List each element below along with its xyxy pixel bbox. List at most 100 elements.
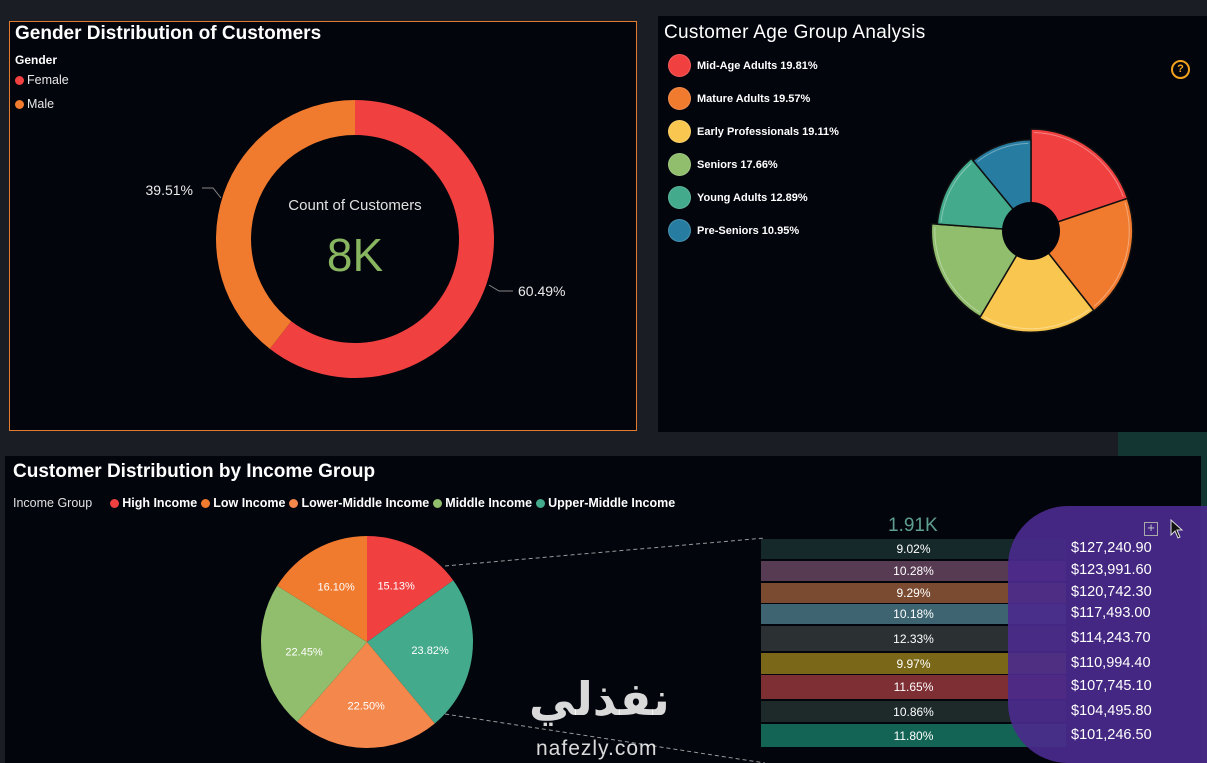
legend-label-male: Male (27, 97, 55, 111)
upper-middle-income-dot-icon (536, 498, 546, 508)
slice-upper-middle-income[interactable] (367, 580, 473, 724)
table-cell-value: $117,493.00 (1071, 605, 1151, 621)
legend-label: Mature Adults 19.57% (697, 92, 811, 105)
slice-label: 23.82% (411, 645, 449, 657)
legend-item-seniors[interactable]: Seniors 17.66% (668, 153, 778, 176)
table-cell-percent: 9.29% (896, 586, 931, 600)
income-legend-title: Income Group (13, 496, 93, 510)
age-group-panel: Customer Age Group Analysis ? Mid-Age Ad… (658, 16, 1207, 432)
legend-label: Early Professionals 19.11% (697, 125, 839, 138)
legend-label: Mid-Age Adults 19.81% (697, 59, 818, 72)
table-cell-value: $127,240.90 (1071, 540, 1152, 556)
table-cell-percent: 11.80% (893, 728, 934, 743)
slice-label: 15.13% (377, 580, 415, 592)
slice-highlight (934, 226, 980, 313)
table-row[interactable]: 9.97% (761, 653, 1066, 674)
gender-panel-title: Gender Distribution of Customers (15, 23, 322, 44)
table-row[interactable]: 10.28% (761, 561, 1066, 581)
income-panel-title: Customer Distribution by Income Group (13, 461, 376, 482)
legend-item-upper-middle-income[interactable]: Upper-Middle Income (536, 496, 675, 510)
income-pie-chart[interactable]: 15.13% 23.82% 22.50% 22.45% 16.10% (5, 456, 1201, 763)
table-cell-percent: 10.86% (893, 704, 934, 719)
legend-item-low-income[interactable]: Low Income (201, 496, 285, 510)
table-row[interactable]: 9.02% (761, 539, 1066, 559)
slice-young-adults[interactable] (936, 157, 1033, 232)
slice-seniors[interactable] (930, 222, 1033, 318)
mid-age-dot-icon (668, 54, 691, 77)
legend-item-middle-income[interactable]: Middle Income (433, 496, 532, 510)
young-adults-dot-icon (668, 186, 691, 209)
female-dot-icon (15, 75, 24, 85)
table-row[interactable]: 10.86% (761, 701, 1066, 722)
table-cell-value: $123,991.60 (1071, 562, 1152, 578)
help-icon[interactable]: ? (1171, 60, 1190, 79)
mature-dot-icon (668, 87, 691, 110)
legend-item-early-professionals[interactable]: Early Professionals 19.11% (668, 120, 839, 143)
center-value: 8K (327, 229, 384, 281)
slice-middle-income[interactable] (261, 585, 367, 722)
legend-label-female: Female (27, 73, 69, 87)
slice-female[interactable] (269, 100, 494, 378)
table-cell-percent: 11.65% (893, 680, 934, 694)
early-professionals-dot-icon (668, 120, 691, 143)
legend-item-female[interactable]: Female (15, 73, 69, 87)
table-row[interactable]: 10.18% (761, 604, 1066, 624)
age-rose-chart[interactable] (658, 16, 1207, 432)
female-percent-label: 60.49% (518, 283, 565, 299)
lower-middle-income-dot-icon (289, 498, 299, 508)
slice-highlight (1033, 132, 1124, 197)
slice-label: 16.10% (318, 581, 356, 593)
kpi-value: 1.91K (888, 515, 938, 536)
slice-early-professionals[interactable] (978, 229, 1095, 333)
pre-seniors-dot-icon (668, 219, 691, 242)
table-cell-percent: 9.97% (896, 656, 931, 671)
female-label-leader (488, 284, 513, 292)
legend-item-young-adults[interactable]: Young Adults 12.89% (668, 186, 808, 209)
slice-lower-middle-income[interactable] (297, 642, 435, 748)
age-panel-title: Customer Age Group Analysis (664, 22, 926, 43)
high-income-dot-icon (110, 498, 120, 508)
seniors-dot-icon (668, 153, 691, 176)
legend-item-mid-age[interactable]: Mid-Age Adults 19.81% (668, 54, 818, 77)
center-label: Count of Customers (288, 197, 421, 214)
table-cell-value: $101,246.50 (1071, 726, 1152, 743)
table-cell-value: $114,243.70 (1071, 629, 1151, 646)
legend-label: High Income (122, 496, 198, 510)
legend-label: Middle Income (445, 496, 533, 510)
slice-male[interactable] (216, 99, 355, 349)
slice-mid-age-adults[interactable] (1030, 128, 1129, 233)
table-cell-value: $110,994.40 (1071, 654, 1151, 671)
gender-legend-title: Gender (15, 53, 58, 67)
income-legend: Income Group High Income Low Income Lowe… (13, 496, 679, 510)
expand-icon[interactable]: + (1144, 521, 1158, 536)
table-row[interactable]: 9.29% (761, 583, 1066, 603)
legend-label: Lower-Middle Income (301, 496, 430, 510)
watermark-latin: nafezly.com (536, 737, 658, 760)
middle-income-dot-icon (433, 498, 443, 508)
male-label-leader (202, 187, 222, 199)
cursor-icon (1170, 519, 1184, 539)
table-cell-percent: 10.28% (893, 564, 934, 578)
male-percent-label: 39.51% (146, 182, 193, 198)
slice-low-income[interactable] (277, 536, 367, 642)
table-cell-percent: 9.02% (896, 542, 931, 556)
table-cell-percent: 12.33% (893, 631, 934, 646)
legend-item-high-income[interactable]: High Income (110, 496, 197, 510)
slice-high-income[interactable] (367, 536, 454, 642)
male-dot-icon (15, 99, 24, 109)
table-cell-value: $107,745.10 (1071, 678, 1152, 694)
slice-label: 22.45% (285, 646, 323, 658)
pie-connector-top (444, 537, 766, 567)
legend-item-male[interactable]: Male (15, 97, 54, 111)
slice-label: 22.50% (348, 701, 386, 713)
table-row[interactable]: 11.80% (761, 724, 1066, 747)
gender-donut-chart[interactable]: 39.51% 60.49% Count of Customers 8K (10, 22, 638, 432)
legend-item-lower-middle-income[interactable]: Lower-Middle Income (289, 496, 429, 510)
legend-label: Young Adults 12.89% (697, 191, 808, 204)
legend-item-pre-seniors[interactable]: Pre-Seniors 10.95% (668, 219, 799, 242)
legend-item-mature[interactable]: Mature Adults 19.57% (668, 87, 810, 110)
legend-label: Upper-Middle Income (548, 496, 676, 510)
gender-distribution-panel: Gender Distribution of Customers Gender … (9, 21, 637, 431)
age-chart-hole (1002, 202, 1060, 260)
table-cell-percent: 10.18% (893, 607, 934, 621)
